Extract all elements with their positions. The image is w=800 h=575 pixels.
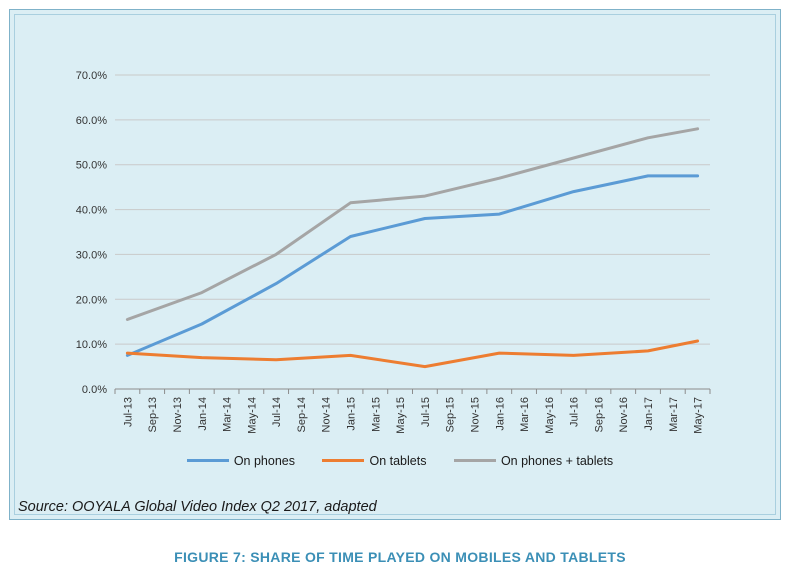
chart-panel-inner-border [14,14,776,515]
x-tick-label: May-17 [693,397,705,434]
source-note: Source: OOYALA Global Video Index Q2 201… [18,499,377,515]
x-tick-label: Nov-15 [469,397,481,432]
y-tick-label: 50.0% [76,160,107,172]
legend-item-phones: On phones [186,453,295,468]
x-tick-label: Sep-15 [445,397,457,432]
y-tick-label: 70.0% [76,70,107,82]
y-tick-label: 20.0% [76,294,107,306]
x-tick-label: Jan-17 [643,397,655,431]
legend-label-phones: On phones [233,453,295,468]
x-tick-label: Mar-15 [370,397,382,432]
legend: On phones On tablets On phones + tablets [0,451,800,468]
x-tick-label: May-14 [246,397,258,434]
x-tick-label: Mar-16 [519,397,531,432]
legend-swatch-phones [186,459,229,462]
x-tick-label: May-15 [395,397,407,434]
x-tick-label: Jul-16 [569,397,581,427]
legend-label-combined: On phones + tablets [500,453,614,468]
legend-item-tablets: On tablets [322,454,426,468]
series-line-2 [125,127,700,321]
legend-swatch-tablets [322,459,365,462]
y-tick-label: 0.0% [82,384,107,396]
x-tick-label: Sep-16 [593,397,605,432]
chart-panel [9,9,781,520]
x-tick-label: May-16 [544,397,556,434]
x-tick-label: Jul-15 [420,397,432,427]
legend-label-tablets: On tablets [369,453,427,468]
y-tick-label: 30.0% [76,249,107,261]
legend-swatch-combined [453,459,496,462]
x-tick-label: Nov-16 [618,397,630,432]
legend-item-combined: On phones + tablets [453,453,614,468]
x-tick-label: Nov-14 [321,397,333,432]
x-tick-label: Jul-14 [271,397,283,427]
x-axis-ticks: Jul-13 Sep-13 Nov-13 Jan-14 Mar-14 May-14 Jul-… [114,389,711,434]
y-tick-label: 40.0% [76,205,107,217]
x-tick-label: Jan-16 [494,397,506,431]
x-tick-label: Mar-17 [668,397,680,432]
gridlines [115,74,710,390]
x-tick-label: Jul-13 [122,397,134,427]
x-tick-label: Mar-14 [222,397,234,432]
y-tick-label: 10.0% [76,339,107,351]
x-tick-label: Nov-13 [172,397,184,432]
x-tick-label: Jan-15 [346,397,358,431]
series-line-1 [125,339,700,369]
y-axis-ticks: 0.0% 10.0% 20.0% 30.0% 40.0% 50.0% 60.0% 70.0% [76,70,107,396]
x-tick-label: Sep-14 [296,397,308,432]
x-tick-label: Jan-14 [197,397,209,431]
series-line-0 [125,174,700,357]
series-lines [125,127,700,369]
x-tick-label: Sep-13 [147,397,159,432]
y-tick-label: 60.0% [76,115,107,127]
figure-caption: FIGURE 7: SHARE OF TIME PLAYED ON MOBILE… [174,549,626,565]
